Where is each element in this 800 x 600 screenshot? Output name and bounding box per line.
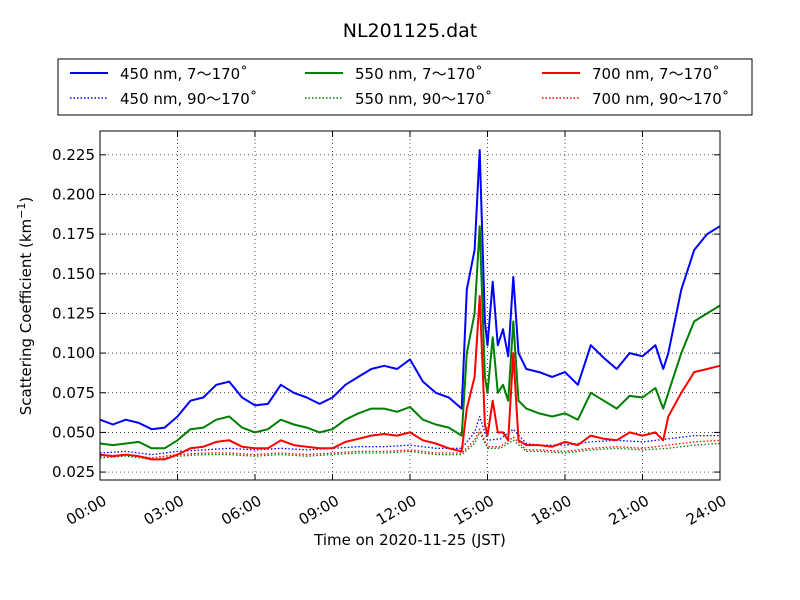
y-axis-label-exponent: −1 (15, 203, 28, 219)
x-tick-label: 06:00 (218, 492, 264, 529)
grid (100, 131, 720, 480)
legend-frame (57, 58, 753, 116)
x-tick-labels: 00:00 03:00 06:00 09:00 12:00 15:00 18:00 21:00… (63, 492, 729, 529)
series-layer (99, 149, 721, 461)
legend-label: 450 nm, 90～170˚ (120, 90, 257, 108)
y-tick-label: 0.200 (52, 185, 95, 203)
x-tick-label: 00:00 (63, 492, 109, 529)
y-tick-label: 0.125 (52, 304, 95, 322)
legend-label: 550 nm, 90～170˚ (355, 90, 492, 108)
legend-label: 700 nm, 90～170˚ (592, 90, 729, 108)
legend-label: 450 nm, 7～170˚ (120, 65, 248, 83)
y-axis-label-main: Scattering Coefficient (km (17, 219, 35, 415)
series-line-0 (99, 149, 721, 431)
y-tick-label: 0.225 (52, 146, 95, 164)
x-tick-label: 12:00 (373, 492, 419, 529)
x-tick-label: 18:00 (528, 492, 574, 529)
x-axis-label: Time on 2020-11-25 (JST) (313, 531, 506, 549)
legend-label: 550 nm, 7～170˚ (355, 65, 483, 83)
x-tick-label: 15:00 (451, 492, 497, 529)
y-axis-label-end: ) (17, 197, 35, 203)
y-axis-label: Scattering Coefficient (km−1) (15, 197, 35, 416)
x-tick-label: 03:00 (141, 492, 187, 529)
legend-label: 700 nm, 7～170˚ (592, 65, 720, 83)
series-line-5 (99, 428, 721, 459)
y-tick-label: 0.150 (52, 265, 95, 283)
series-line-2 (99, 295, 721, 461)
x-tick-label: 24:00 (683, 492, 729, 529)
x-tick-label: 21:00 (606, 492, 652, 529)
y-tick-label: 0.175 (52, 225, 95, 243)
plot-area (99, 130, 721, 481)
y-tick-labels: 0.025 0.050 0.075 0.100 0.125 0.150 0.175 0.200… (52, 146, 95, 481)
series-line-1 (99, 225, 721, 450)
y-tick-label: 0.100 (52, 344, 95, 362)
x-tick-label: 09:00 (296, 492, 342, 529)
y-tick-label: 0.050 (52, 423, 95, 441)
chart-title: NL201125.dat (343, 20, 478, 42)
legend: 450 nm, 7～170˚ 550 nm, 7～170˚ 700 nm, 7～17… (57, 58, 753, 116)
y-tick-label: 0.025 (52, 463, 95, 481)
series-line-3 (99, 415, 720, 456)
plot-background (100, 131, 720, 480)
y-tick-label: 0.075 (52, 384, 95, 402)
ticks (99, 131, 721, 480)
